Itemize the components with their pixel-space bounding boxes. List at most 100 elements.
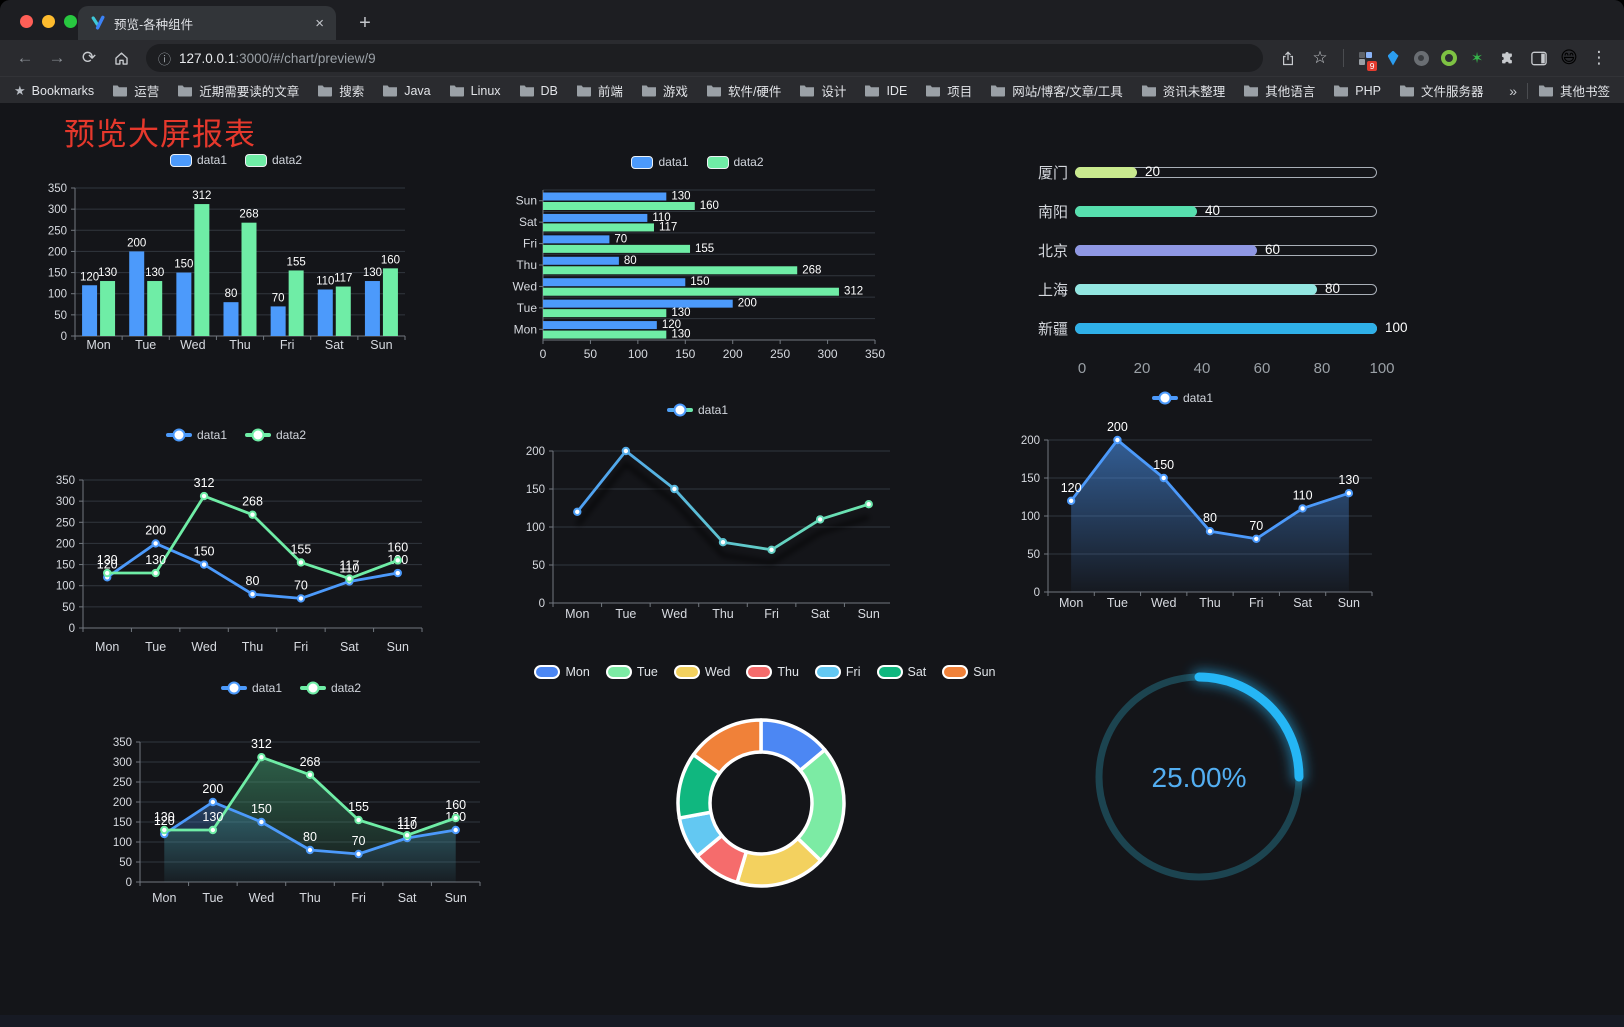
bookmark-folder-15[interactable]: PHP <box>1333 84 1381 98</box>
legend-item-data2[interactable]: data2 <box>706 155 764 169</box>
svg-text:Mon: Mon <box>1059 596 1083 610</box>
legend-swatch <box>666 403 693 417</box>
legend-item-data2[interactable]: data2 <box>245 153 302 167</box>
donut-legend-item-Wed[interactable]: Wed <box>673 665 730 679</box>
legend-label: Thu <box>777 665 799 679</box>
legend-swatch <box>220 681 247 695</box>
address-bar[interactable]: ⓘ 127.0.0.1:3000/#/chart/preview/9 <box>146 44 1263 72</box>
folder-icon <box>641 85 656 97</box>
bookmark-folder-11[interactable]: 项目 <box>925 81 972 100</box>
legend-swatch <box>1151 391 1178 405</box>
bookmark-folder-7[interactable]: 游戏 <box>641 81 688 100</box>
site-info-icon[interactable]: ⓘ <box>158 51 172 67</box>
svg-text:130: 130 <box>98 267 117 279</box>
legend-item-data1[interactable]: data1 <box>1151 391 1213 405</box>
svg-text:110: 110 <box>652 212 670 224</box>
svg-text:100: 100 <box>113 837 132 849</box>
bookmarks-manager-button[interactable]: ★ Bookmarks <box>14 82 95 98</box>
bookmark-folder-3[interactable]: Java <box>382 84 431 98</box>
svg-text:Fri: Fri <box>764 607 779 621</box>
svg-text:155: 155 <box>348 800 369 814</box>
chart-legend: data1 data2 <box>505 152 890 172</box>
tab-close-icon[interactable]: × <box>315 14 324 32</box>
bookmark-folder-8[interactable]: 软件/硬件 <box>706 81 781 100</box>
donut-legend-item-Fri[interactable]: Fri <box>814 665 861 679</box>
svg-text:Tue: Tue <box>517 301 538 315</box>
extensions-puzzle-icon[interactable] <box>1492 44 1522 72</box>
line-chart-canvas: 0 50 100 150 200 250 300 350 Mon Tue Wed Thu Fri Sat S… <box>56 475 423 654</box>
svg-text:150: 150 <box>56 560 75 572</box>
svg-text:Wed: Wed <box>180 338 206 352</box>
maximize-window-button[interactable] <box>64 15 77 28</box>
progress-row-3: 上海 80 <box>1002 270 1392 309</box>
home-icon[interactable] <box>106 44 136 72</box>
svg-text:110: 110 <box>397 818 417 832</box>
reload-icon[interactable]: ⟳ <box>81 48 97 67</box>
extension-adguard-icon[interactable] <box>1380 45 1406 71</box>
legend-item-data1[interactable]: data1 <box>631 155 689 169</box>
bookmark-folder-10[interactable]: IDE <box>864 84 907 98</box>
legend-item-data2[interactable]: data2 <box>245 428 306 442</box>
extension-gray-circle-icon[interactable] <box>1408 45 1434 71</box>
menu-kebab-icon[interactable]: ⋮ <box>1590 48 1608 67</box>
svg-text:Mon: Mon <box>514 322 537 336</box>
svg-text:150: 150 <box>690 276 709 288</box>
svg-text:150: 150 <box>1021 473 1040 485</box>
close-window-button[interactable] <box>20 15 33 28</box>
new-tab-button[interactable]: + <box>359 11 371 34</box>
extension-green-circle-icon[interactable] <box>1436 45 1462 71</box>
donut-legend-item-Mon[interactable]: Mon <box>534 665 590 679</box>
bookmark-folder-0[interactable]: 运营 <box>112 81 159 100</box>
progress-label: 南阳 <box>1037 204 1068 221</box>
svg-text:50: 50 <box>584 347 598 361</box>
svg-text:150: 150 <box>526 484 545 496</box>
bookmark-folder-6[interactable]: 前端 <box>576 81 623 100</box>
legend-item-data1[interactable]: data1 <box>666 403 728 417</box>
svg-text:150: 150 <box>194 545 215 559</box>
bookmark-folder-5[interactable]: DB <box>519 84 558 98</box>
legend-item-data1[interactable]: data1 <box>169 153 227 167</box>
legend-label: Mon <box>565 665 590 679</box>
browser-tab[interactable]: 预览-各种组件 × <box>78 6 336 40</box>
legend-item-data1[interactable]: data1 <box>220 681 282 695</box>
other-bookmarks-button[interactable]: 其他书签 <box>1538 81 1610 100</box>
sidebar-panel-icon[interactable] <box>1524 44 1554 72</box>
bookmark-folder-4[interactable]: Linux <box>449 84 501 98</box>
svg-text:150: 150 <box>48 268 67 280</box>
svg-text:Wed: Wed <box>513 279 537 293</box>
share-icon[interactable] <box>1273 44 1303 72</box>
legend-item-data1[interactable]: data1 <box>165 428 227 442</box>
donut-legend-item-Tue[interactable]: Tue <box>605 665 658 679</box>
folder-icon <box>991 85 1006 97</box>
svg-text:Fri: Fri <box>1249 596 1264 610</box>
donut-legend-item-Sat[interactable]: Sat <box>876 665 926 679</box>
legend-item-data2[interactable]: data2 <box>300 681 361 695</box>
forward-icon[interactable]: → <box>48 48 66 67</box>
donut-legend-item-Sun[interactable]: Sun <box>942 665 996 679</box>
bookmark-star-icon[interactable]: ☆ <box>1312 48 1328 67</box>
bookmark-folder-14[interactable]: 其他语言 <box>1243 81 1315 100</box>
profile-avatar[interactable]: 😄 <box>1560 48 1578 67</box>
bookmark-folder-16[interactable]: 文件服务器 <box>1399 81 1483 100</box>
svg-text:200: 200 <box>1107 420 1128 434</box>
bookmark-folder-12[interactable]: 网站/博客/文章/工具 <box>990 81 1123 100</box>
svg-text:Sat: Sat <box>1293 596 1312 610</box>
svg-text:Mon: Mon <box>86 338 110 352</box>
svg-text:0: 0 <box>126 877 132 889</box>
svg-text:120: 120 <box>154 814 175 828</box>
folder-icon <box>926 85 941 97</box>
back-icon[interactable]: ← <box>16 48 34 67</box>
bookmark-folder-13[interactable]: 资讯未整理 <box>1141 81 1225 100</box>
bookmark-folder-1[interactable]: 近期需要读的文章 <box>177 81 299 100</box>
donut-legend-item-Thu[interactable]: Thu <box>746 665 799 679</box>
bookmark-folder-9[interactable]: 设计 <box>799 81 846 100</box>
extension-green-star-icon[interactable]: ✶ <box>1470 50 1484 67</box>
extension-password-icon[interactable]: 9 <box>1352 45 1378 71</box>
bookmark-folder-2[interactable]: 搜索 <box>317 81 364 100</box>
legend-swatch <box>165 428 192 442</box>
bookmarks-overflow-chevron[interactable]: » <box>1509 82 1517 99</box>
svg-text:250: 250 <box>770 347 790 361</box>
line-chart-canvas: 0 50 100 150 200 250 300 350 Mon Tue Wed Thu Fri Sat S… <box>113 737 481 905</box>
minimize-window-button[interactable] <box>42 15 55 28</box>
